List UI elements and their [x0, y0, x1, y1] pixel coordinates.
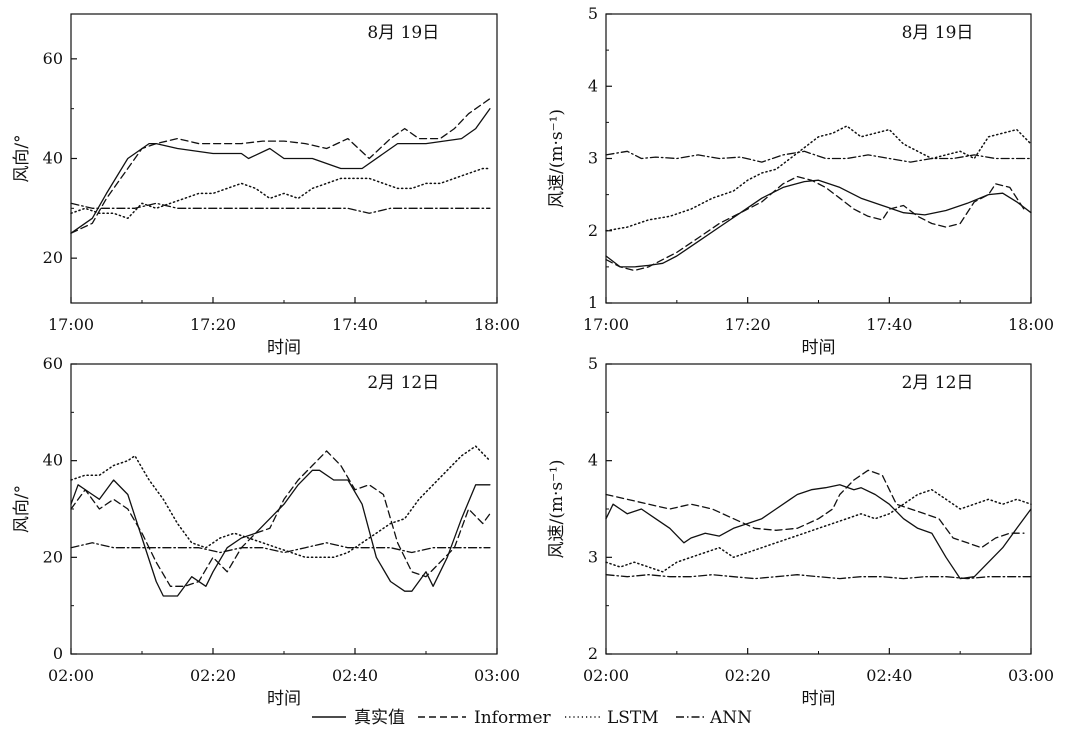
y-tick-label: 5 — [588, 354, 598, 373]
y-tick-label: 2 — [588, 644, 598, 663]
lstm-series — [70, 445, 491, 559]
x-axis-label: 时间 — [802, 338, 836, 358]
y-tick-label: 0 — [53, 644, 63, 663]
true-series — [605, 179, 1032, 268]
y-axis-label: 风速/(m·s⁻¹) — [547, 459, 567, 558]
panel-title: 2月 12日 — [902, 373, 974, 393]
lstm-series — [605, 488, 1032, 573]
y-tick-label: 60 — [43, 354, 63, 373]
x-tick-label: 18:00 — [1008, 315, 1054, 334]
plot-frame — [70, 363, 498, 655]
panel-title: 8月 19日 — [902, 23, 974, 43]
y-tick-label: 2 — [588, 221, 598, 240]
panel-title: 8月 19日 — [367, 23, 439, 43]
y-tick-label: 1 — [588, 293, 598, 312]
x-tick-label: 02:00 — [583, 666, 629, 685]
y-tick-label: 3 — [588, 149, 598, 168]
x-tick-label: 02:40 — [332, 666, 378, 685]
x-tick-label: 17:00 — [48, 315, 94, 334]
panel-title: 2月 12日 — [367, 373, 439, 393]
x-tick-label: 02:00 — [48, 666, 94, 685]
true-series — [70, 108, 491, 234]
x-tick-label: 17:00 — [583, 315, 629, 334]
legend: 真实值 Informer LSTM ANN — [312, 708, 752, 728]
legend-true-label: 真实值 — [354, 708, 405, 728]
y-axis-label: 风速/(m·s⁻¹) — [547, 109, 567, 208]
legend-lstm-label: LSTM — [607, 708, 659, 728]
x-tick-label: 03:00 — [474, 666, 520, 685]
y-tick-label: 40 — [43, 451, 63, 470]
x-tick-label: 17:40 — [866, 315, 912, 334]
informer-series — [605, 175, 1025, 272]
y-tick-label: 60 — [43, 49, 63, 68]
informer-series — [70, 450, 491, 587]
x-tick-label: 02:20 — [725, 666, 771, 685]
x-tick-label: 17:40 — [332, 315, 378, 334]
x-tick-label: 17:20 — [725, 315, 771, 334]
true-series — [70, 469, 491, 597]
legend-informer-label: Informer — [474, 708, 551, 728]
lstm-series — [70, 167, 491, 220]
ann-series — [70, 542, 491, 554]
y-tick-label: 5 — [588, 4, 598, 23]
y-tick-label: 20 — [43, 248, 63, 267]
lstm-series — [605, 125, 1032, 232]
x-axis-label: 时间 — [802, 689, 836, 709]
informer-series — [70, 98, 491, 234]
x-tick-label: 18:00 — [474, 315, 520, 334]
x-axis-label: 时间 — [267, 689, 301, 709]
y-axis-label: 风向/° — [12, 485, 32, 533]
x-tick-label: 17:20 — [190, 315, 236, 334]
informer-series — [605, 469, 1025, 549]
x-tick-label: 03:00 — [1008, 666, 1054, 685]
y-tick-label: 4 — [588, 451, 598, 470]
legend-ann-label: ANN — [709, 708, 752, 728]
y-tick-label: 40 — [43, 149, 63, 168]
true-series — [605, 484, 1032, 580]
y-tick-label: 20 — [43, 547, 63, 566]
x-axis-label: 时间 — [267, 338, 301, 358]
ann-series — [605, 574, 1032, 580]
y-tick-label: 4 — [588, 76, 598, 95]
ann-series — [70, 202, 491, 214]
ann-series — [605, 150, 1032, 163]
y-tick-label: 3 — [588, 547, 598, 566]
x-tick-label: 02:20 — [190, 666, 236, 685]
x-tick-label: 02:40 — [866, 666, 912, 685]
y-axis-label: 风向/° — [12, 134, 32, 182]
